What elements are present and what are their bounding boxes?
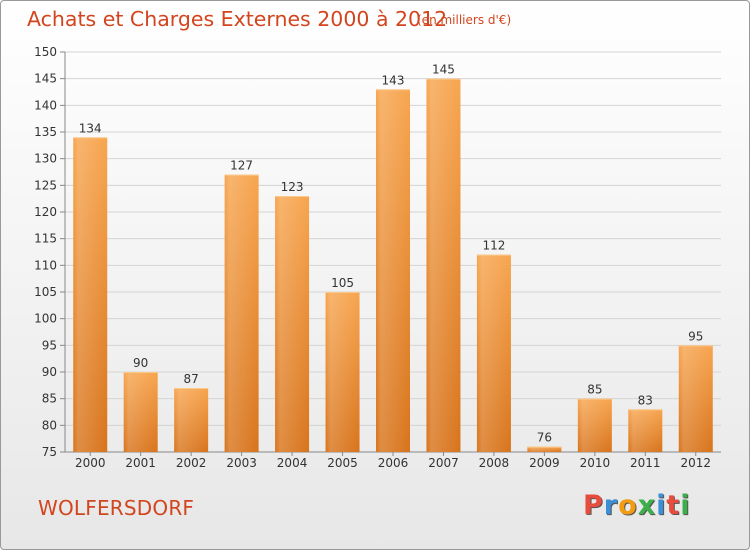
bar-layer: 134 90 87 127 123 105 143 145 112 76 85 83 95 [73,63,713,453]
commune-name: WOLFERSDORF [38,496,195,520]
y-tick-label: 95 [42,338,57,352]
y-tick-label: 135 [34,125,57,139]
x-tick-label-2007: 2007 [428,456,459,470]
chart-title: Achats et Charges Externes 2000 à 2012 [27,7,448,31]
y-tick-label: 105 [34,285,57,299]
value-label-2004: 123 [281,180,304,194]
value-label-2001: 90 [133,356,148,370]
x-tick-label-2001: 2001 [125,456,156,470]
brand-letter: i [680,490,691,521]
value-label-2008: 112 [482,239,505,253]
y-tick-label: 80 [42,418,57,432]
bar-highlight [678,345,713,452]
x-tick-label-2010: 2010 [580,456,611,470]
y-tick-label: 115 [34,232,57,246]
y-tick-label: 145 [34,72,57,86]
y-tick-label: 110 [34,258,57,272]
y-tick-label: 75 [42,445,57,459]
x-tick-label-2000: 2000 [75,456,106,470]
bar-highlight [73,137,108,453]
x-tick-label-2009: 2009 [529,456,560,470]
y-tick-label: 140 [34,98,57,112]
proxiti-logo: Proxiti [583,490,691,521]
y-tick-label: 150 [34,45,57,59]
value-label-2010: 85 [587,383,602,397]
x-tick-label-2005: 2005 [327,456,358,470]
value-label-2006: 143 [382,73,405,87]
bar-highlight [275,196,310,452]
value-label-2000: 134 [79,121,102,135]
brand-letter: P [583,490,604,521]
brand-letter: t [666,490,681,521]
bar-highlight [224,174,259,452]
x-tick-label-2002: 2002 [176,456,207,470]
y-tick-label: 85 [42,392,57,406]
bar-highlight [426,78,461,453]
brand-letter: x [637,490,657,521]
y-tick-label: 125 [34,178,57,192]
value-label-2009: 76 [537,431,552,445]
x-tick-label-2011: 2011 [630,456,661,470]
axis-layer: 75 80 85 90 95 100 105 110 115 120 125 130 135 140 145… [34,45,721,470]
x-tick-label-2012: 2012 [680,456,711,470]
x-tick-label-2004: 2004 [277,456,308,470]
y-tick-label: 100 [34,312,57,326]
x-tick-label-2003: 2003 [226,456,257,470]
y-tick-label: 130 [34,152,57,166]
brand-letter: i [656,490,667,521]
bar-highlight [325,292,360,452]
value-label-2007: 145 [432,63,455,77]
value-label-2011: 83 [638,393,653,407]
x-tick-label-2008: 2008 [479,456,510,470]
bar-highlight [577,398,612,452]
x-tick-label-2006: 2006 [378,456,409,470]
bar-highlight [376,89,410,452]
brand-letter: r [603,490,619,521]
bar-highlight [123,372,158,452]
brand-letter: o [618,490,638,521]
value-label-2005: 105 [331,276,354,290]
bar-highlight [527,446,562,452]
value-label-2012: 95 [688,329,703,343]
value-label-2003: 127 [230,159,253,173]
chart-subtitle: (en milliers d'€) [417,13,512,27]
y-tick-label: 90 [42,365,57,379]
bar-highlight [174,388,209,452]
value-label-2002: 87 [184,372,199,386]
bar-highlight [476,254,511,452]
bar-highlight [628,409,663,452]
y-tick-label: 120 [34,205,57,219]
